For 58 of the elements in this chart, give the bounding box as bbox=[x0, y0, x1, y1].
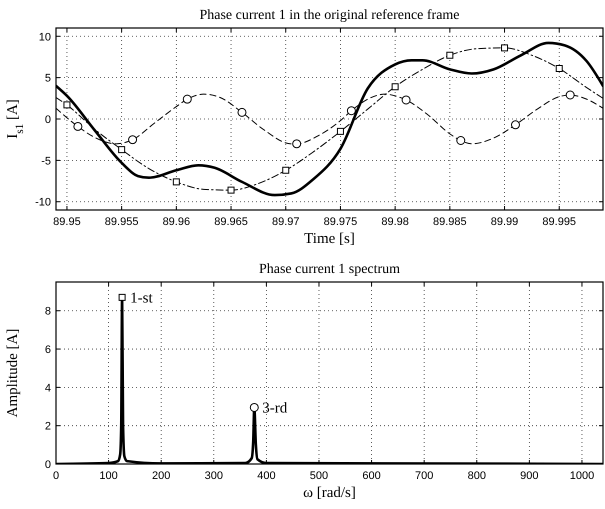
point bbox=[446, 52, 454, 59]
y-tick-label: -10 bbox=[35, 196, 51, 209]
x-tick-label: 800 bbox=[468, 470, 486, 482]
point bbox=[172, 178, 180, 186]
y-axis-title: Amplitude [A] bbox=[5, 328, 21, 418]
x-tick-label: 100 bbox=[99, 470, 118, 482]
x-tick-label: 89.955 bbox=[104, 216, 138, 228]
x-tick-label: 89.995 bbox=[542, 216, 576, 228]
x-axis-title: ω [rad/s] bbox=[303, 485, 356, 501]
x-tick-label: 500 bbox=[310, 470, 328, 482]
y-tick-label: 4 bbox=[44, 382, 51, 394]
x-axis-title: Time [s] bbox=[304, 231, 355, 247]
chart-title: Phase current 1 spectrum bbox=[258, 262, 400, 277]
y-tick-label: 6 bbox=[44, 344, 51, 356]
x-tick-label: 700 bbox=[414, 470, 434, 482]
point bbox=[566, 90, 575, 100]
point bbox=[510, 120, 520, 130]
point bbox=[392, 83, 399, 90]
y-tick-label: -5 bbox=[41, 155, 51, 168]
point bbox=[346, 106, 356, 116]
x-tick-label: 89.95 bbox=[53, 216, 81, 228]
x-tick-label: 89.985 bbox=[433, 216, 467, 228]
x-tick-label: 200 bbox=[152, 470, 170, 482]
point bbox=[237, 108, 246, 117]
point bbox=[118, 146, 126, 154]
x-tick-label: 89.97 bbox=[272, 216, 300, 228]
x-tick-label: 600 bbox=[362, 470, 381, 482]
y-tick-label: 0 bbox=[44, 459, 51, 471]
x-tick-label: 400 bbox=[257, 470, 276, 482]
point bbox=[456, 136, 466, 145]
y-tick-label: 8 bbox=[44, 306, 51, 318]
point bbox=[128, 135, 138, 144]
y-tick-label: 10 bbox=[38, 31, 51, 44]
x-tick-label: 89.975 bbox=[324, 216, 358, 228]
point bbox=[292, 139, 302, 148]
point bbox=[556, 65, 563, 72]
x-tick-label: 0 bbox=[52, 470, 60, 482]
x-tick-label: 89.965 bbox=[214, 216, 248, 228]
point bbox=[63, 101, 70, 108]
y-tick-label: 0 bbox=[44, 114, 51, 126]
point bbox=[228, 186, 235, 194]
x-tick-label: 89.96 bbox=[162, 216, 190, 228]
annotation: 1-st bbox=[130, 290, 154, 306]
annotation: 3-rd bbox=[262, 400, 288, 416]
y-tick-label: 2 bbox=[44, 420, 51, 433]
x-tick-label: 89.99 bbox=[490, 216, 518, 228]
x-tick-label: 900 bbox=[520, 470, 539, 482]
x-tick-label: 1000 bbox=[570, 470, 594, 482]
point bbox=[336, 128, 344, 135]
chart-title: Phase current 1 in the original reference frame bbox=[199, 8, 460, 23]
point bbox=[501, 44, 508, 52]
x-tick-label: 89.98 bbox=[381, 216, 409, 228]
x-tick-label: 300 bbox=[204, 470, 223, 482]
y-tick-label: 5 bbox=[44, 72, 51, 85]
point bbox=[182, 94, 192, 104]
point bbox=[402, 95, 411, 104]
point bbox=[73, 122, 82, 131]
point bbox=[282, 166, 290, 174]
